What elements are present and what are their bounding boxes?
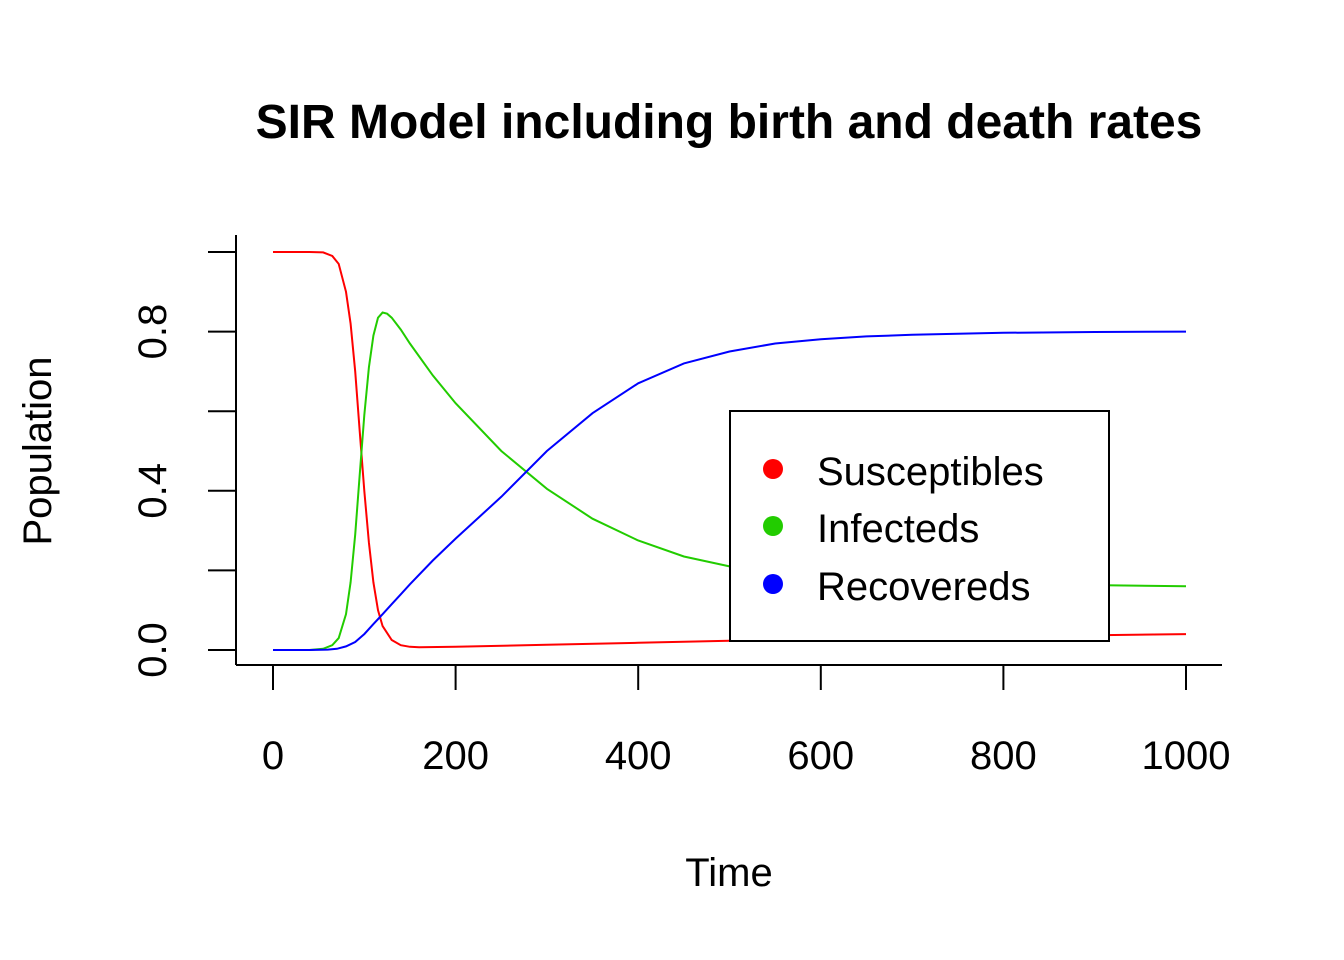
x-tick-label: 400: [605, 734, 672, 778]
y-axis-ticks: 0.0 0.4 0.8: [131, 251, 236, 678]
legend-label-recovereds: Recovereds: [817, 565, 1030, 609]
legend-marker-recovereds: [763, 574, 783, 594]
y-tick-label: 0.4: [131, 463, 175, 519]
legend-items: Susceptibles Infecteds Recovereds: [763, 450, 1044, 609]
chart-title: SIR Model including birth and death rate…: [256, 96, 1203, 149]
legend-marker-susceptibles: [763, 459, 783, 479]
legend-label-susceptibles: Susceptibles: [817, 450, 1044, 494]
x-tick-label: 800: [970, 734, 1037, 778]
y-tick-label: 0.8: [131, 304, 175, 360]
legend-box: [729, 410, 1110, 642]
legend-label-infecteds: Infecteds: [817, 507, 979, 551]
x-tick-label: 600: [787, 734, 854, 778]
y-axis-label: Population: [16, 356, 60, 545]
x-axis-ticks: 0 200 400 600 800 1000: [262, 665, 1231, 778]
x-axis-label: Time: [685, 851, 772, 895]
legend-marker-infecteds: [763, 516, 783, 536]
x-tick-label: 1000: [1142, 734, 1231, 778]
series-line-recovereds: [273, 330, 1187, 651]
y-tick-label: 0.0: [131, 622, 175, 678]
legend: Susceptibles Infecteds Recovereds: [729, 410, 1110, 642]
plot-area: 0 200 400 600 800 1000 0.0 0.4 0.8: [131, 235, 1230, 778]
x-tick-label: 200: [422, 734, 489, 778]
x-tick-label: 0: [262, 734, 284, 778]
